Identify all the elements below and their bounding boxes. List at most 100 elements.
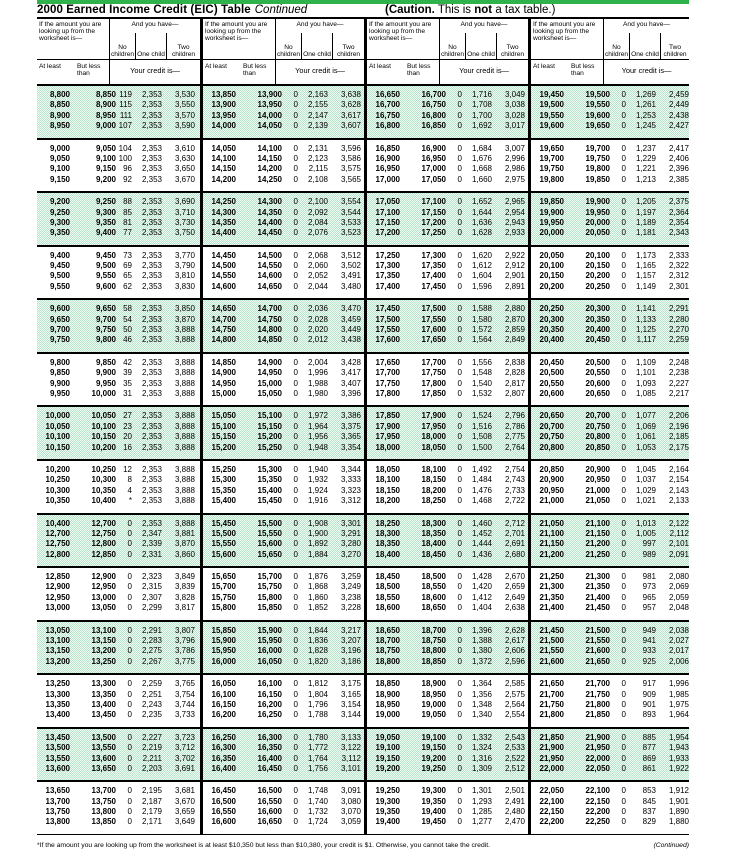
one-child-credit: 1,548 (471, 368, 492, 378)
table-row: 21,700 21,750 0 909 1,985 (531, 690, 689, 700)
one-child-credit: 1,860 (307, 592, 328, 602)
no-children-credit: 0 (293, 518, 298, 528)
no-children-credit: 0 (621, 121, 626, 131)
one-child-credit: 1,972 (307, 411, 328, 421)
but-less-than-cell: 17,050 (421, 174, 446, 184)
row-group: 10,200 10,250 12 2,353 3,888 10,250 10,300 8 2,3… (37, 461, 200, 515)
no-children-credit: 0 (621, 335, 626, 345)
at-least-cell: 14,500 (211, 261, 236, 271)
no-children-credit: 0 (621, 368, 626, 378)
but-less-than-cell: 19,150 (421, 743, 446, 753)
row-group: 17,050 17,100 0 1,652 2,965 17,100 17,150 0 1,64… (367, 193, 528, 247)
table-row: 9,650 9,700 54 2,353 3,870 (37, 315, 200, 325)
no-children-credit: 69 (123, 261, 132, 271)
at-least-cell: 9,850 (49, 368, 70, 378)
but-less-than-cell: 14,050 (257, 121, 282, 131)
no-children-credit: 73 (123, 250, 132, 260)
row-group: 20,850 20,900 0 1,045 2,164 20,900 20,950 0 1,03… (531, 461, 689, 515)
no-children-credit: 0 (621, 143, 626, 153)
at-least-cell: 13,400 (45, 710, 70, 720)
at-least-cell: 17,000 (375, 174, 400, 184)
two-children-credit: 3,280 (340, 539, 361, 549)
two-children-credit: 2,828 (504, 368, 525, 378)
table-row: 21,000 21,050 0 1,021 2,133 (531, 496, 689, 506)
table-row: 14,950 15,000 0 1,988 3,407 (203, 379, 364, 389)
no-children-credit: 0 (293, 304, 298, 314)
range-headers: At least But less than (37, 60, 110, 84)
table-row: 13,050 13,100 0 2,291 3,807 (37, 626, 200, 636)
one-child-credit: 2,020 (307, 325, 328, 335)
table-row: 13,350 13,400 0 2,243 3,744 (37, 700, 200, 710)
one-child-credit: 1,364 (471, 679, 492, 689)
but-less-than-cell: 14,250 (257, 174, 282, 184)
no-children-credit: 0 (457, 143, 462, 153)
two-children-credit: 3,839 (174, 582, 195, 592)
children-headers: No children One child Two children (604, 33, 689, 59)
top-accent-bar (37, 0, 689, 4)
no-children-credit: 0 (293, 368, 298, 378)
table-row: 21,900 21,950 0 877 1,943 (531, 743, 689, 753)
no-children-credit: 0 (621, 518, 626, 528)
at-least-cell: 19,500 (539, 100, 564, 110)
table-row: 21,600 21,650 0 925 2,006 (531, 657, 689, 667)
but-less-than-cell: 14,750 (257, 314, 282, 324)
but-less-than-cell: 18,000 (421, 432, 446, 442)
one-child-credit: 1,804 (307, 689, 328, 699)
table-row: 10,350 10,400 * 2,353 3,888 (37, 496, 200, 506)
at-least-cell: 19,650 (539, 143, 564, 153)
row-group: 18,250 18,300 0 1,460 2,712 18,300 18,350 0 1,45… (367, 514, 528, 569)
one-child-credit: 1,716 (471, 90, 492, 99)
two-children-credit: 3,765 (174, 679, 195, 689)
table-row: 17,000 17,050 0 1,660 2,975 (367, 175, 528, 185)
but-less-than-cell: 14,700 (257, 304, 282, 314)
but-less-than-cell: 15,000 (257, 378, 282, 388)
but-less-than-cell: 17,350 (421, 261, 446, 271)
but-less-than-cell: 19,950 (585, 207, 610, 217)
no-children-credit: 54 (123, 314, 132, 324)
but-less-than-cell: 17,450 (421, 281, 446, 291)
two-children-credit: 3,607 (340, 121, 361, 131)
at-least-cell: 14,700 (211, 314, 236, 324)
no-children-credit: 0 (293, 143, 298, 153)
one-child-credit: 1,884 (307, 549, 328, 559)
no-children-credit: 0 (293, 357, 298, 367)
at-least-cell: 20,050 (539, 250, 564, 260)
but-less-than-cell: 21,600 (585, 646, 610, 656)
table-row: 9,850 9,900 39 2,353 3,888 (37, 368, 200, 378)
at-least-cell: 9,650 (49, 314, 70, 324)
one-child-credit: 2,353 (141, 261, 162, 271)
table-row: 9,600 9,650 58 2,353 3,850 (37, 304, 200, 314)
but-less-than-cell: 10,300 (91, 475, 116, 485)
one-child-credit: 2,092 (307, 207, 328, 217)
one-child-credit: 1,037 (635, 475, 656, 485)
row-group: 13,250 13,300 0 2,259 3,765 13,300 13,350 0 2,25… (37, 675, 200, 729)
but-less-than-cell: 17,300 (421, 250, 446, 260)
table-row: 20,750 20,800 0 1,061 2,185 (531, 432, 689, 442)
but-less-than-cell: 12,750 (91, 528, 116, 538)
no-children-credit: 0 (621, 174, 626, 184)
at-least-cell: 14,300 (211, 207, 236, 217)
but-less-than-cell: 21,100 (585, 518, 610, 528)
but-less-than-cell: 20,500 (585, 357, 610, 367)
no-children-credit: 0 (127, 528, 132, 538)
one-child-credit: 1,045 (635, 464, 656, 474)
but-less-than-cell: 13,900 (257, 90, 282, 99)
two-children-credit: 3,888 (174, 325, 195, 335)
table-row: 9,550 9,600 62 2,353 3,830 (37, 282, 200, 292)
one-child-credit: 1,165 (635, 261, 656, 271)
no-children-credit: 0 (457, 368, 462, 378)
no-children-credit: 0 (457, 442, 462, 452)
at-least-cell: 15,200 (211, 442, 236, 452)
two-children-credit: 3,628 (340, 100, 361, 110)
one-child-credit: 1,772 (307, 743, 328, 753)
no-children-credit: 0 (293, 250, 298, 260)
no-children-credit: 0 (293, 485, 298, 495)
but-less-than-cell: 22,200 (585, 807, 610, 817)
table-row: 13,100 13,150 0 2,283 3,796 (37, 636, 200, 646)
two-children-credit: 2,259 (668, 335, 689, 345)
no-children-credit: 0 (457, 592, 462, 602)
one-child-credit: 2,353 (141, 164, 162, 174)
table-row: 16,200 16,250 0 1,788 3,144 (203, 710, 364, 720)
at-least-cell: 21,750 (539, 699, 564, 709)
but-less-than-cell: 15,850 (257, 603, 282, 613)
